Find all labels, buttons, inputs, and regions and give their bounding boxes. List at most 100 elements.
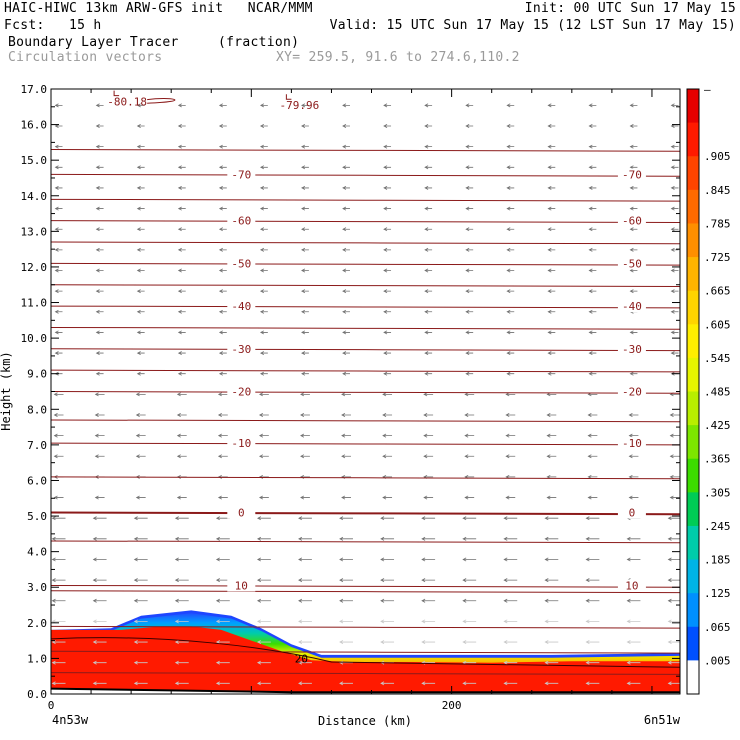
circulation-vector	[133, 681, 148, 686]
y-tick-label: 16.0	[21, 119, 48, 132]
contour-label: -70	[622, 168, 642, 181]
circulation-vector	[544, 660, 559, 665]
circulation-vector	[462, 598, 477, 603]
circulation-vector	[300, 392, 310, 397]
circulation-vector	[92, 578, 107, 583]
circulation-vector	[465, 371, 474, 376]
circulation-vector	[462, 536, 477, 541]
colorbar-frame	[686, 88, 700, 695]
circulation-vector	[256, 681, 271, 686]
circulation-vector	[54, 227, 63, 232]
circulation-vector	[95, 268, 104, 273]
circulation-vector	[628, 433, 639, 438]
circulation-vector	[301, 124, 309, 128]
circulation-vector	[587, 495, 598, 500]
circulation-vector	[423, 495, 434, 500]
circulation-vector	[51, 516, 66, 521]
circulation-vector	[218, 165, 227, 170]
y-tick-label: 7.0	[27, 439, 47, 452]
contour-label: -20	[622, 386, 642, 399]
circulation-vector	[667, 536, 680, 541]
circulation-vector	[136, 268, 145, 273]
circulation-vector	[585, 536, 600, 541]
contour-label-bg	[617, 437, 646, 450]
y-tick-label: 10.0	[21, 332, 48, 345]
circulation-vector	[94, 433, 105, 438]
circulation-vector	[174, 536, 189, 541]
circulation-vector	[380, 557, 395, 562]
circulation-vector	[547, 330, 556, 335]
circulation-vector	[53, 495, 64, 500]
temperature-contour	[51, 284, 680, 288]
colorbar: – .905 .845 .785 .725 .665 .605 .545 .485 .425 .36…	[686, 83, 731, 695]
circulation-vector	[544, 557, 559, 562]
y-tick-label: 17.0	[21, 83, 48, 96]
circulation-vector	[424, 330, 433, 335]
colorbar-swatch	[687, 357, 699, 392]
circulation-vector	[177, 144, 186, 149]
circulation-vector	[547, 165, 556, 170]
circulation-vector	[629, 124, 638, 128]
temperature-contour	[51, 326, 680, 330]
colorbar-swatch	[687, 525, 699, 561]
colorbar-label: .905	[704, 150, 731, 163]
circulation-vector	[301, 165, 309, 170]
circulation-vector	[341, 454, 351, 459]
contour-label-bg	[227, 385, 256, 398]
colorbar-swatch	[687, 660, 699, 695]
temperature-contour	[51, 511, 680, 516]
circulation-vector	[259, 289, 268, 294]
circulation-vector	[177, 247, 186, 252]
cross-section-coords: XY= 259.5, 91.6 to 274.6,110.2	[276, 50, 520, 65]
circulation-vector	[339, 557, 353, 562]
circulation-vector	[51, 598, 66, 603]
circulation-vector	[301, 103, 309, 108]
circulation-vector	[629, 165, 638, 170]
circulation-vector	[462, 640, 477, 644]
circulation-vector	[176, 454, 187, 459]
circulation-vector	[92, 598, 107, 603]
circulation-vector	[588, 227, 597, 232]
circulation-vector	[342, 227, 350, 232]
circulation-vector	[54, 268, 63, 273]
circulation-vector	[342, 330, 350, 335]
circulation-vector	[465, 103, 474, 108]
circulation-vector	[177, 309, 186, 314]
contour-label-bg	[617, 214, 646, 227]
x-tick-label: 200	[442, 699, 462, 712]
contour-label: 0	[238, 507, 245, 520]
circulation-vector	[174, 660, 189, 665]
colorbar-label: .125	[704, 587, 731, 600]
vector-label: Circulation vectors	[8, 50, 163, 65]
circulation-vector	[421, 516, 436, 521]
circulation-vector	[503, 536, 518, 541]
field-units: (fraction)	[218, 35, 300, 50]
circulation-vector	[544, 578, 559, 583]
circulation-vector	[176, 433, 187, 438]
circulation-vector	[218, 103, 227, 108]
y-tick-label: 1.0	[27, 652, 47, 665]
circulation-vector	[383, 268, 392, 273]
circulation-vector	[667, 557, 680, 562]
circulation-vector	[259, 103, 268, 108]
circulation-vector	[174, 619, 189, 624]
circulation-vector	[547, 268, 556, 273]
y-tick-label: 9.0	[27, 368, 47, 381]
circulation-vector	[342, 289, 350, 294]
circulation-vector	[423, 454, 434, 459]
circulation-vector	[177, 206, 186, 211]
circulation-vector	[218, 227, 227, 232]
y-tick-label: 4.0	[27, 546, 47, 559]
circulation-vector	[259, 165, 268, 170]
circulation-vector	[588, 165, 597, 170]
contour-label: 0	[629, 507, 636, 520]
circulation-vector	[54, 185, 63, 190]
circulation-vector	[217, 392, 228, 397]
circulation-vector	[54, 330, 63, 335]
colorbar-label: .845	[704, 184, 731, 197]
circulation-vector	[506, 247, 515, 252]
circulation-vector	[339, 681, 353, 686]
y-tick-label: 5.0	[27, 510, 47, 523]
tracer-full-region	[51, 626, 680, 694]
circulation-vector	[465, 330, 474, 335]
